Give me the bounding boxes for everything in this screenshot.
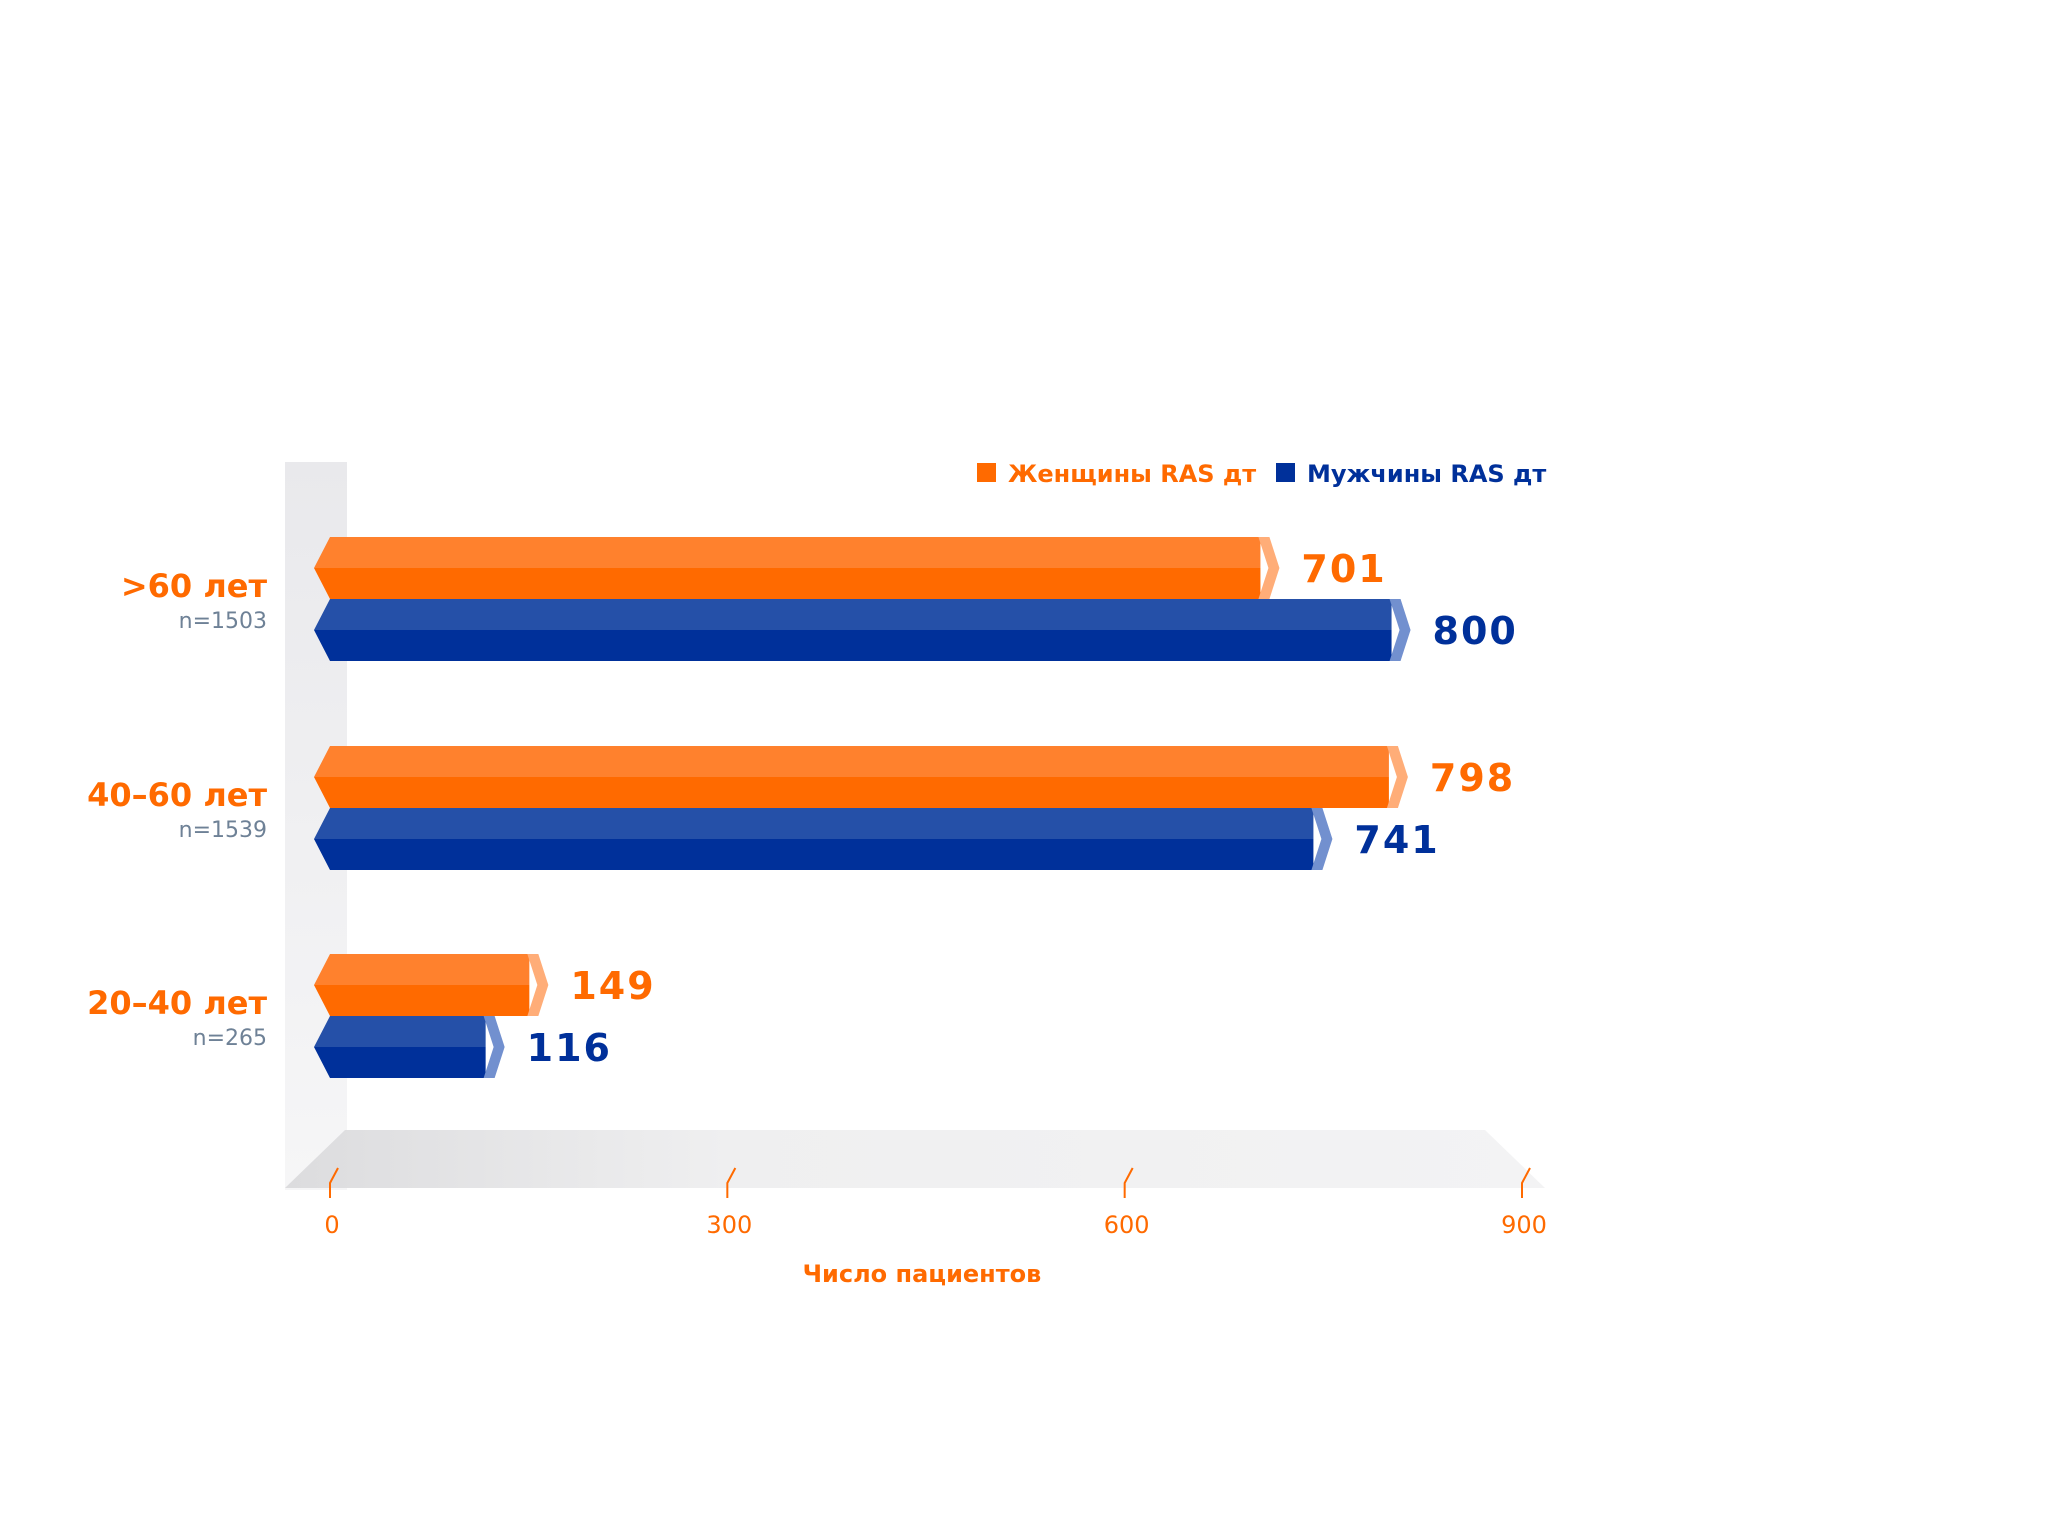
category-label-1: >60 лет (121, 567, 268, 605)
bar-end-cap (1311, 808, 1333, 870)
value-label-women-1: 701 (1301, 547, 1386, 591)
category-label-3: 20–40 лет (87, 984, 267, 1022)
legend-swatch-men (1276, 463, 1295, 482)
value-label-women-2: 798 (1430, 756, 1515, 800)
bar-end-cap (483, 1016, 505, 1078)
bar-bottom-face (314, 985, 530, 1016)
x-tick-label-300: 300 (706, 1211, 752, 1239)
x-tick-mark-300 (726, 1167, 737, 1198)
bar-group-2 (314, 746, 1408, 870)
x-tick-mark-0 (329, 1167, 339, 1198)
category-n-3: n=265 (193, 1026, 267, 1051)
legend: Женщины RAS дт Мужчины RAS дт (977, 460, 1546, 488)
bar-men-3 (314, 1016, 505, 1078)
x-tick-label-600: 600 (1104, 1211, 1150, 1239)
category-n-1: n=1503 (179, 609, 267, 634)
bar-women-2 (314, 746, 1408, 808)
legend-label-men: Мужчины RAS дт (1307, 460, 1546, 488)
bar-men-2 (314, 808, 1333, 870)
bar-top-face (314, 808, 1314, 839)
category-label-2: 40–60 лет (87, 776, 267, 814)
value-label-women-3: 149 (570, 964, 655, 1008)
bar-end-cap (1389, 599, 1411, 661)
chart-floor (285, 1130, 1545, 1188)
bar-top-face (314, 746, 1389, 777)
value-label-men-2: 741 (1354, 818, 1439, 862)
category-n-2: n=1539 (179, 818, 267, 843)
bar-bottom-face (314, 839, 1314, 870)
x-tick-label-900: 900 (1501, 1211, 1547, 1239)
x-tick-mark-900 (1521, 1167, 1531, 1198)
bar-bottom-face (314, 777, 1389, 808)
bar-group-3 (314, 954, 549, 1078)
bar-men-1 (314, 599, 1411, 661)
bar-top-face (314, 599, 1392, 630)
legend-swatch-women (977, 463, 996, 482)
bar-top-face (314, 537, 1261, 568)
bar-top-face (314, 1016, 486, 1047)
bar-end-cap (1258, 537, 1280, 599)
bar-top-face (314, 954, 530, 985)
bar-end-cap (527, 954, 549, 1016)
bar-women-3 (314, 954, 549, 1016)
value-label-men-1: 800 (1433, 609, 1518, 653)
bar-bottom-face (314, 630, 1392, 661)
legend-label-women: Женщины RAS дт (1008, 460, 1256, 488)
value-label-men-3: 116 (527, 1026, 612, 1070)
bar-bottom-face (314, 568, 1261, 599)
bar-women-1 (314, 537, 1280, 599)
bar-bottom-face (314, 1047, 486, 1078)
x-axis-title: Число пациентов (803, 1260, 1042, 1288)
bar-end-cap (1386, 746, 1408, 808)
x-tick-label-0: 0 (324, 1211, 339, 1239)
bar-group-1 (314, 537, 1411, 661)
x-tick-mark-600 (1123, 1167, 1134, 1198)
